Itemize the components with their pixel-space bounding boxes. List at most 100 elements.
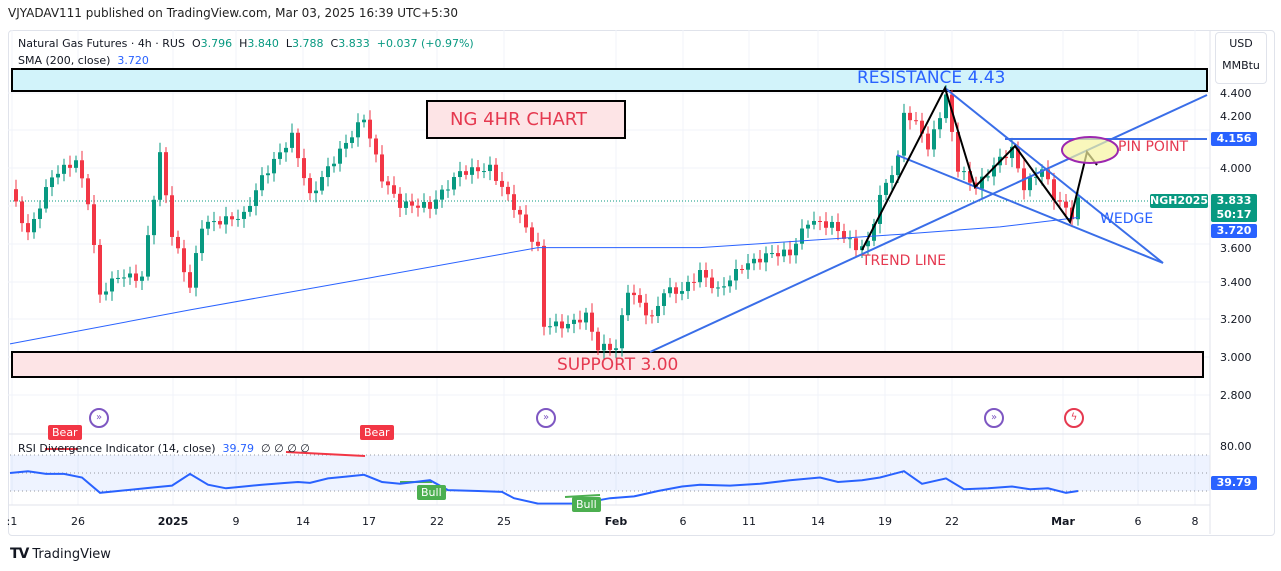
wedge-label: WEDGE (1100, 211, 1154, 227)
unit-label: MMBtu (1222, 59, 1260, 72)
price-tick: 4.000 (1220, 162, 1252, 175)
candle-body (284, 147, 288, 153)
candle-body (368, 119, 372, 139)
candle-body (698, 270, 702, 283)
candle-body (980, 176, 984, 189)
candle-body (452, 177, 456, 190)
candle-body (254, 190, 258, 206)
candle-body (878, 194, 882, 224)
time-tick: 6 (679, 515, 687, 528)
candle-body (902, 112, 906, 156)
candle-body (1010, 146, 1014, 159)
candle-body (740, 269, 744, 271)
candle-body (710, 277, 714, 289)
candle-body (770, 253, 774, 255)
candle-body (542, 245, 546, 327)
rsi-legend[interactable]: RSI Divergence Indicator (14, close) 39.… (18, 442, 310, 455)
candle-body (818, 220, 822, 222)
time-tick: 19 (878, 515, 892, 528)
candle-body (1028, 177, 1032, 191)
candle-body (344, 142, 348, 149)
candle-body (1034, 176, 1038, 178)
candle-body (602, 343, 606, 351)
price-tick: 3.400 (1220, 276, 1252, 289)
candle-body (62, 164, 66, 174)
time-tick: 17 (362, 515, 376, 528)
candle-body (518, 209, 522, 215)
lightning-event-icon[interactable]: ϟ (1064, 408, 1084, 428)
bull-badge: Bull (572, 497, 601, 512)
candle-body (266, 173, 270, 176)
candle-body (494, 164, 498, 181)
candle-body (170, 195, 174, 237)
time-tick: 22 (945, 515, 959, 528)
candle-body (794, 243, 798, 256)
time-tick: 22 (430, 515, 444, 528)
candle-body (896, 155, 900, 176)
candle-body (944, 94, 948, 119)
rsi-extras: ∅ ∅ ∅ ∅ (261, 442, 310, 455)
candle-body (110, 278, 114, 292)
event-icon[interactable]: » (536, 408, 556, 428)
candle-body (866, 240, 870, 247)
candle-body (386, 181, 390, 186)
rsi-tag: 39.79 (1211, 476, 1257, 490)
candle-body (800, 228, 804, 244)
candle-body (752, 258, 756, 264)
candle-body (482, 171, 486, 173)
wedge-upper-line (944, 87, 1164, 264)
candle-body (656, 305, 660, 317)
candle-body (230, 216, 234, 220)
candle-body (434, 199, 438, 209)
candle-body (620, 315, 624, 349)
candle-body (734, 269, 738, 281)
candle-body (440, 189, 444, 200)
low-label: L (285, 37, 293, 50)
currency-unit-button[interactable]: USD MMBtu (1215, 32, 1267, 84)
candle-body (188, 272, 192, 288)
rsi-value: 39.79 (222, 442, 255, 455)
candle-body (674, 287, 678, 294)
candle-body (356, 122, 360, 138)
pin-point-label: PIN POINT (1118, 139, 1189, 155)
event-icon[interactable]: » (89, 408, 109, 428)
footer-label: TradingView (32, 546, 111, 562)
symbol-legend[interactable]: Natural Gas Futures · 4h · RUS O3.796 H3… (18, 35, 474, 69)
candle-body (848, 238, 852, 240)
time-tick: Mar (1051, 515, 1075, 528)
candle-body (458, 171, 462, 178)
bull-badge: Bull (417, 485, 446, 500)
candle-body (884, 182, 888, 195)
candle-body (644, 302, 648, 316)
candle-body (224, 216, 228, 225)
candle-body (410, 201, 414, 206)
event-icon[interactable]: » (984, 408, 1004, 428)
candle-body (986, 176, 990, 178)
candle-body (470, 167, 474, 175)
rsi-name: RSI Divergence Indicator (14, close) (18, 442, 216, 455)
candle-body (890, 175, 894, 183)
candle-body (236, 218, 240, 220)
candle-body (1046, 169, 1050, 180)
candle-body (920, 120, 924, 134)
candle-body (464, 171, 468, 175)
candle-body (554, 321, 558, 327)
candle-body (668, 287, 672, 294)
candle-body (422, 202, 426, 208)
candle-body (200, 228, 204, 254)
bull-divergence-line (564, 494, 601, 498)
candle-body (992, 165, 996, 177)
candle-body (350, 137, 354, 143)
candle-body (1052, 179, 1056, 201)
price-tick: 3.600 (1220, 242, 1252, 255)
bar-countdown: 50:17 (1216, 208, 1252, 221)
time-tick: 2025 (157, 515, 189, 528)
time-tick: 26 (71, 515, 85, 528)
candle-body (566, 323, 570, 329)
candle-body (806, 224, 810, 229)
time-tick: 14 (811, 515, 825, 528)
rsi-tick: 80.00 (1220, 440, 1252, 453)
candle-body (86, 178, 90, 205)
symbol-tag: NGH2025 (1150, 194, 1209, 208)
